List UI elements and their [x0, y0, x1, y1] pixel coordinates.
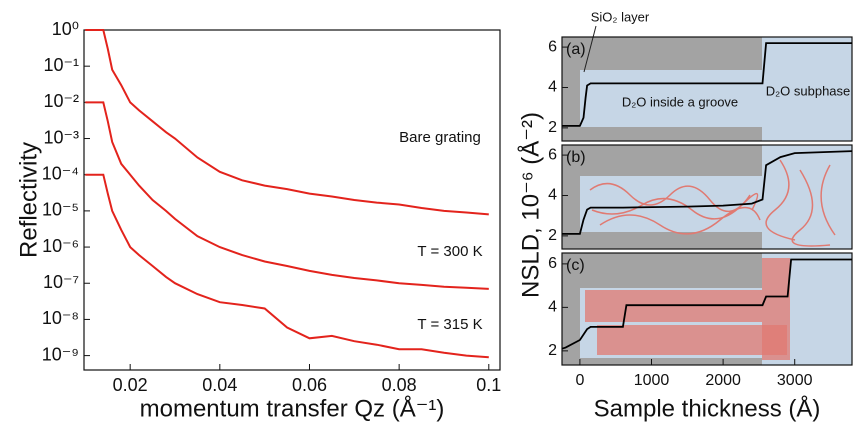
- panel-label: (b): [566, 149, 586, 166]
- y-tick-label: 2: [548, 119, 557, 136]
- x-axis-label: Sample thickness (Å): [594, 394, 821, 422]
- y-tick-label: 10⁰: [52, 19, 79, 39]
- annotation: T = 315 K: [417, 316, 482, 333]
- y-tick-label: 6: [548, 146, 557, 163]
- plot-frame: [561, 252, 853, 366]
- y-tick-label: 4: [548, 187, 557, 204]
- x-tick-label: 0.06: [292, 375, 327, 395]
- series-line: [85, 29, 489, 216]
- x-tick-label: 0.1: [476, 375, 501, 395]
- y-tick-label: 6: [548, 38, 557, 55]
- y-axis-label: Reflectivity: [15, 142, 42, 258]
- y-tick-label: 10⁻⁸: [42, 308, 79, 328]
- y-tick-label: 4: [548, 79, 557, 96]
- plot-frame: [561, 144, 853, 250]
- x-tick-label: 2000: [705, 372, 741, 389]
- annotation: D₂O subphase: [766, 83, 851, 98]
- panel-label: (a): [566, 41, 586, 58]
- y-tick-label: 2: [548, 342, 557, 359]
- y-tick-label: 10⁻³: [43, 127, 79, 147]
- x-tick-label: 0.04: [202, 375, 237, 395]
- subphase-region: [762, 37, 852, 141]
- groove-region: [580, 70, 762, 127]
- y-tick-label: 10⁻¹: [43, 55, 79, 75]
- annotation: Bare grating: [399, 129, 481, 146]
- x-tick-label: 3000: [777, 372, 813, 389]
- annotation: T = 300 K: [417, 243, 482, 260]
- annotation: D₂O inside a groove: [622, 94, 738, 109]
- polymer-layer: [762, 258, 790, 360]
- arrow: [583, 25, 597, 73]
- series-line: [562, 42, 852, 127]
- subphase-region: [762, 145, 852, 249]
- y-axis-label: NSLD, 10⁻⁶ (Å⁻²): [516, 112, 544, 298]
- x-tick-label: 0.02: [113, 375, 148, 395]
- y-tick-label: 10⁻⁶: [42, 236, 79, 256]
- y-tick-label: 6: [548, 255, 557, 272]
- x-axis-label: momentum transfer Qz (Å⁻¹): [140, 394, 445, 422]
- y-tick-label: 10⁻⁵: [42, 200, 79, 220]
- y-tick-label: 4: [548, 299, 557, 316]
- y-tick-label: 10⁻⁴: [42, 163, 79, 183]
- y-tick-label: 10⁻²: [43, 91, 79, 111]
- x-tick-label: 0: [575, 372, 584, 389]
- panel-label: (c): [566, 257, 585, 274]
- series-line: [85, 173, 489, 359]
- series-line: [561, 258, 852, 350]
- groove-region: [580, 176, 762, 232]
- panel-backgrounds: [562, 25, 852, 365]
- y-tick-label: 10⁻⁷: [43, 272, 79, 292]
- x-tick-label: 1000: [634, 372, 670, 389]
- polymer-layer: [597, 325, 787, 355]
- series-line: [562, 150, 853, 235]
- plot-frame: [561, 36, 853, 142]
- x-tick-label: 0.08: [382, 375, 417, 395]
- series-line: [85, 101, 489, 290]
- y-tick-label: 10⁻⁹: [42, 344, 79, 364]
- plot-frame: [83, 29, 501, 371]
- annotation: SiO₂ layer: [591, 9, 650, 24]
- y-tick-label: 2: [548, 227, 557, 244]
- polymer-sketch: [589, 159, 836, 247]
